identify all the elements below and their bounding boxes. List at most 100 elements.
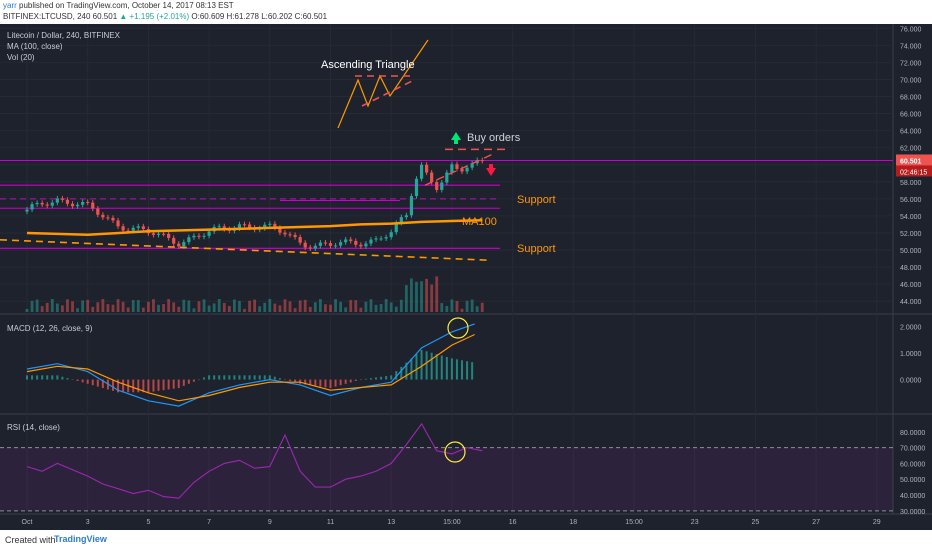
volume-bar — [248, 300, 251, 312]
volume-bar — [227, 306, 231, 312]
volume-bar — [81, 300, 85, 312]
created-with-text: Created with — [5, 535, 56, 545]
candle-body — [349, 239, 353, 241]
triangle-zigzag — [337, 39, 429, 129]
volume-bar — [268, 299, 272, 312]
symbol-text: BITFINEX:LTCUSD, 240 — [3, 12, 91, 21]
rsi-tick-label: 50.0000 — [900, 477, 925, 484]
buy-arrow-icon — [451, 132, 461, 144]
volume-bar — [420, 281, 423, 312]
macd-histogram-bar — [304, 379, 307, 385]
candle-body — [404, 215, 408, 218]
price-tick-label: 44.000 — [900, 299, 922, 306]
tradingview-logo[interactable]: TradingView — [54, 534, 107, 544]
price-tick-label: 64.000 — [900, 129, 922, 136]
candle-body — [333, 245, 338, 247]
candle-body — [263, 224, 267, 229]
macd-histogram-bar — [415, 354, 418, 380]
volume-bar — [106, 304, 110, 312]
macd-histogram-bar — [405, 362, 408, 380]
macd-histogram-bar — [400, 366, 403, 380]
price-tick-label: 72.000 — [900, 60, 922, 67]
candle-body — [389, 232, 393, 238]
macd-tick-label: 2.0000 — [900, 325, 922, 332]
volume-bar — [71, 301, 74, 312]
price-tick-label: 66.000 — [900, 112, 922, 119]
volume-bar — [308, 306, 312, 312]
x-tick-label: 15:00 — [625, 519, 643, 526]
volume-bar — [273, 303, 277, 312]
candle-body — [359, 244, 363, 247]
macd-histogram-bar — [31, 375, 34, 380]
volume-bar — [480, 302, 484, 312]
volume-bar — [465, 300, 469, 312]
candle-body — [323, 242, 328, 244]
macd-histogram-bar — [157, 379, 160, 391]
volume-bar — [364, 301, 368, 312]
price-tick-label: 74.000 — [900, 43, 922, 50]
macd-histogram-bar — [324, 379, 327, 388]
macd-histogram-bar — [71, 379, 74, 381]
volume-bar — [359, 307, 363, 312]
macd-histogram-bar — [349, 379, 352, 383]
macd-histogram-bar — [117, 379, 120, 393]
volume-bar — [329, 304, 332, 312]
x-tick-label: 3 — [86, 519, 90, 526]
rsi-highlight-circle — [444, 441, 466, 463]
candle-body — [470, 163, 474, 168]
volume-bar — [374, 304, 378, 312]
price-tick-label: 76.000 — [900, 26, 922, 33]
price-tick-label: 54.000 — [900, 214, 922, 221]
candle-body — [172, 237, 176, 244]
macd-histogram-bar — [455, 359, 458, 380]
volume-bar — [86, 299, 90, 312]
price-tick-label: 48.000 — [900, 265, 922, 272]
macd-histogram-bar — [91, 379, 94, 386]
macd-tick-label: 0.0000 — [900, 378, 922, 385]
candle-body — [177, 243, 181, 247]
volume-bar — [197, 301, 201, 312]
candle-body — [25, 209, 29, 212]
macd-histogram-bar — [122, 379, 125, 393]
support-trend-line — [0, 238, 491, 262]
candle-body — [30, 204, 34, 210]
author-link[interactable]: yarr — [3, 1, 17, 10]
macd-histogram-bar — [46, 375, 49, 380]
candle-body — [91, 202, 95, 209]
volume-bar — [283, 299, 287, 312]
chart-area[interactable]: 44.000 46.000 48.000 50.000 52.000 54.000 56.0… — [0, 24, 932, 530]
macd-histogram-bar — [461, 360, 464, 380]
macd-histogram-bar — [329, 379, 332, 389]
macd-histogram-bar — [385, 376, 388, 380]
candle-body — [318, 242, 322, 246]
macd-histogram-bar — [182, 379, 185, 386]
candle-body — [303, 242, 307, 248]
volume-bar — [303, 299, 307, 312]
volume-bar — [430, 284, 434, 312]
macd-histogram-bar — [223, 375, 226, 380]
candle-body — [96, 208, 100, 215]
candle-body — [308, 247, 312, 249]
volume-bar — [152, 299, 155, 312]
volume-bar — [222, 302, 226, 312]
macd-histogram-bar — [268, 375, 271, 380]
rsi-tick-label: 30.0000 — [900, 509, 925, 516]
volume-bar — [121, 301, 125, 312]
macd-histogram-bar — [445, 356, 448, 380]
candle-body — [237, 224, 242, 229]
volume-bar — [389, 302, 393, 312]
macd-histogram-bar — [466, 361, 469, 380]
macd-histogram-bar — [86, 379, 89, 384]
candle-body — [384, 237, 388, 239]
macd-histogram-bar — [253, 375, 256, 380]
volume-bar — [253, 299, 257, 312]
price-tick-label: 52.000 — [900, 231, 922, 238]
volume-bar — [192, 308, 196, 312]
candle-body — [45, 204, 49, 206]
candle-body — [460, 168, 464, 172]
ohlc-values: O:60.609 H:61.278 L:60.202 C:60.501 — [191, 12, 328, 21]
volume-bar — [238, 300, 241, 312]
candle-body — [116, 220, 120, 227]
x-tick-label: 25 — [752, 519, 760, 526]
candle-body — [101, 214, 105, 218]
